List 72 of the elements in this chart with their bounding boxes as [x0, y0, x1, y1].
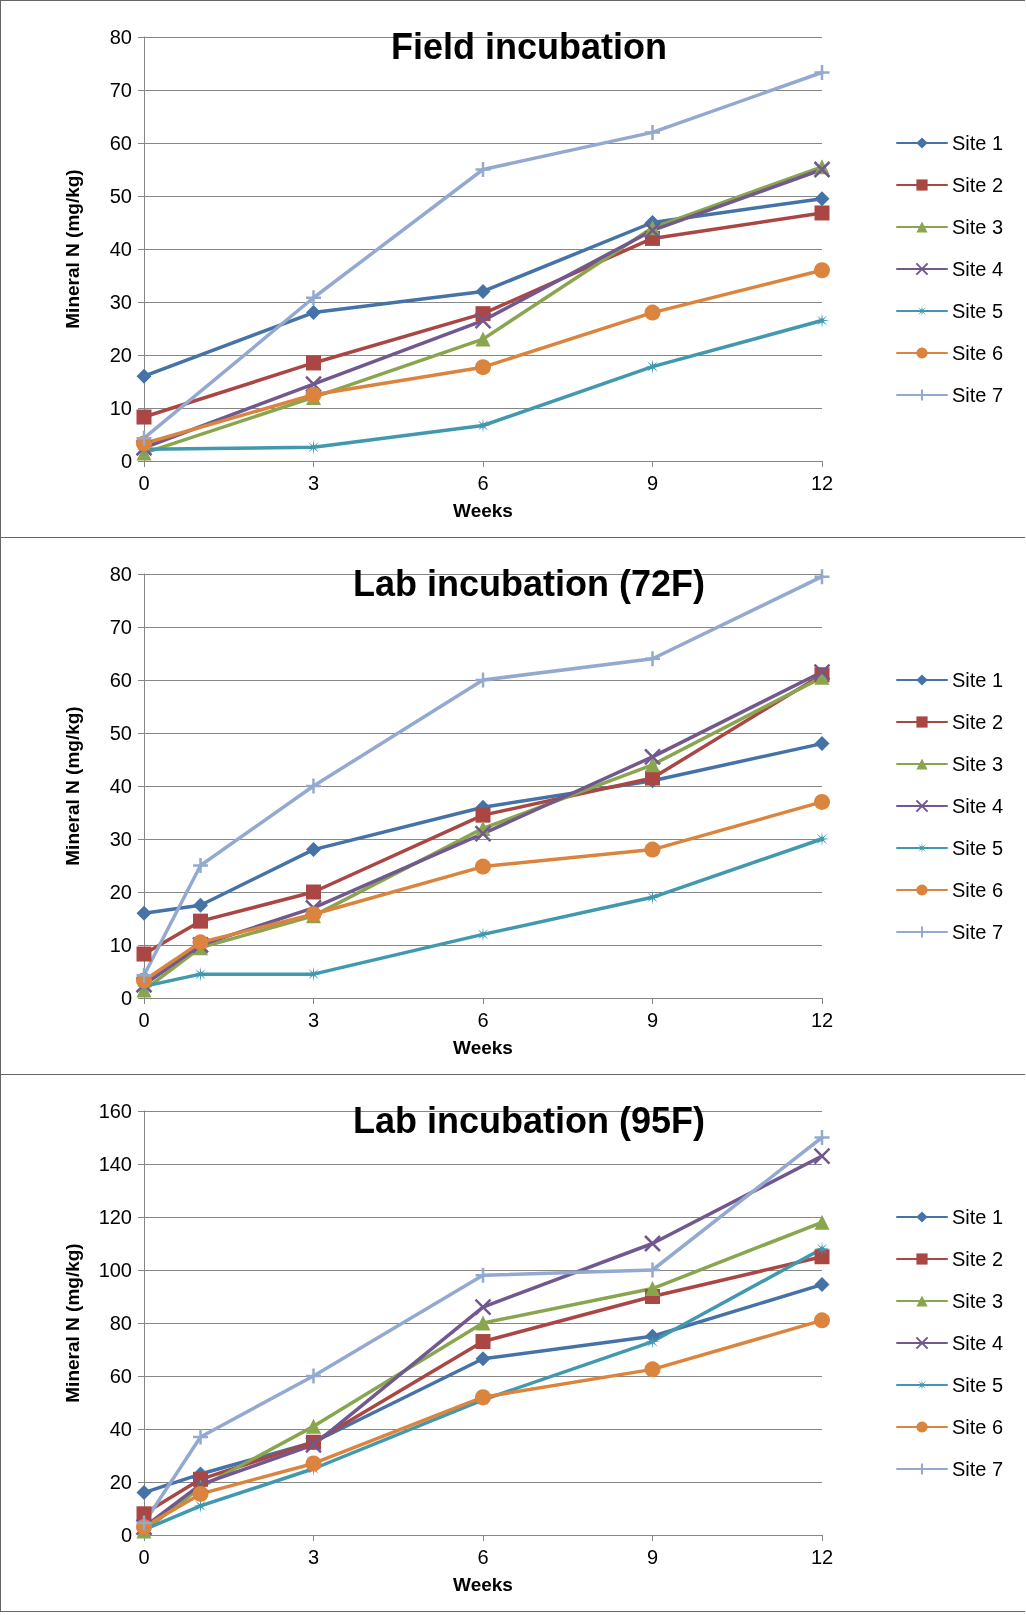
y-tick-label: 140	[98, 1153, 132, 1175]
y-tick-label: 0	[120, 450, 132, 472]
y-tick-label: 80	[109, 1312, 132, 1334]
y-tick-label: 10	[109, 934, 132, 956]
y-tick-label: 0	[120, 1524, 132, 1546]
legend-label: Site 2	[952, 1248, 1004, 1270]
legend-label: Site 4	[952, 258, 1004, 280]
x-tick-label: 9	[646, 472, 659, 494]
x-tick-label: 12	[810, 472, 834, 494]
x-tick-label: 9	[646, 1009, 659, 1031]
x-tick-label: 0	[138, 1009, 150, 1031]
x-axis-title: Weeks	[453, 500, 513, 521]
legend-label: Site 4	[952, 795, 1004, 817]
y-tick-label: 80	[109, 26, 132, 48]
y-tick-label: 40	[109, 238, 132, 260]
legend-label: Site 7	[952, 1458, 1004, 1480]
y-tick-label: 40	[109, 775, 132, 797]
legend-label: Site 3	[952, 216, 1004, 238]
legend-label: Site 6	[952, 1416, 1004, 1438]
y-tick-label: 20	[109, 344, 132, 366]
x-tick-label: 6	[477, 1009, 489, 1031]
legend-label: Site 5	[952, 300, 1004, 322]
legend-label: Site 1	[952, 132, 1004, 154]
y-tick-label: 30	[109, 828, 132, 850]
y-tick-label: 20	[109, 1471, 132, 1493]
legend-label: Site 1	[952, 1206, 1004, 1228]
y-tick-label: 160	[98, 1100, 132, 1122]
y-tick-label: 30	[109, 291, 132, 313]
y-tick-label: 0	[120, 987, 132, 1009]
y-tick-label: 40	[109, 1418, 132, 1440]
y-tick-label: 50	[109, 722, 132, 744]
x-tick-label: 3	[307, 1009, 320, 1031]
y-tick-label: 10	[109, 397, 132, 419]
y-tick-label: 20	[109, 881, 132, 903]
chart-title: Lab incubation (72F)	[352, 562, 706, 604]
y-tick-label: 100	[98, 1259, 132, 1281]
legend-label: Site 6	[952, 342, 1004, 364]
legend-label: Site 2	[952, 174, 1004, 196]
legend-label: Site 7	[952, 921, 1004, 943]
x-tick-label: 6	[477, 472, 489, 494]
x-tick-label: 12	[810, 1009, 834, 1031]
legend-label: Site 5	[952, 1374, 1004, 1396]
y-tick-label: 70	[109, 79, 132, 101]
legend-label: Site 5	[952, 837, 1004, 859]
chart-title: Field incubation	[391, 25, 667, 67]
y-tick-label: 120	[98, 1206, 132, 1228]
y-axis-title: Mineral N (mg/kg)	[62, 1243, 83, 1403]
legend-label: Site 6	[952, 879, 1004, 901]
x-tick-label: 3	[307, 1546, 320, 1568]
legend-label: Site 3	[952, 753, 1004, 775]
y-axis-title: Mineral N (mg/kg)	[62, 169, 83, 329]
legend-label: Site 3	[952, 1290, 1004, 1312]
x-tick-label: 12	[810, 1546, 834, 1568]
y-tick-label: 60	[109, 669, 132, 691]
x-tick-label: 9	[646, 1546, 659, 1568]
x-axis-title: Weeks	[453, 1574, 513, 1595]
x-tick-label: 0	[138, 472, 150, 494]
y-tick-label: 80	[109, 563, 132, 585]
x-tick-label: 6	[477, 1546, 489, 1568]
legend-label: Site 4	[952, 1332, 1004, 1354]
y-axis-title: Mineral N (mg/kg)	[62, 706, 83, 866]
legend-label: Site 7	[952, 384, 1004, 406]
y-tick-label: 60	[109, 132, 132, 154]
x-tick-label: 0	[138, 1546, 150, 1568]
x-tick-label: 3	[307, 472, 320, 494]
y-tick-label: 50	[109, 185, 132, 207]
legend-label: Site 1	[952, 669, 1004, 691]
y-tick-label: 70	[109, 616, 132, 638]
x-axis-title: Weeks	[453, 1037, 513, 1058]
chart-title: Lab incubation (95F)	[352, 1099, 706, 1141]
y-tick-label: 60	[109, 1365, 132, 1387]
legend-label: Site 2	[952, 711, 1004, 733]
